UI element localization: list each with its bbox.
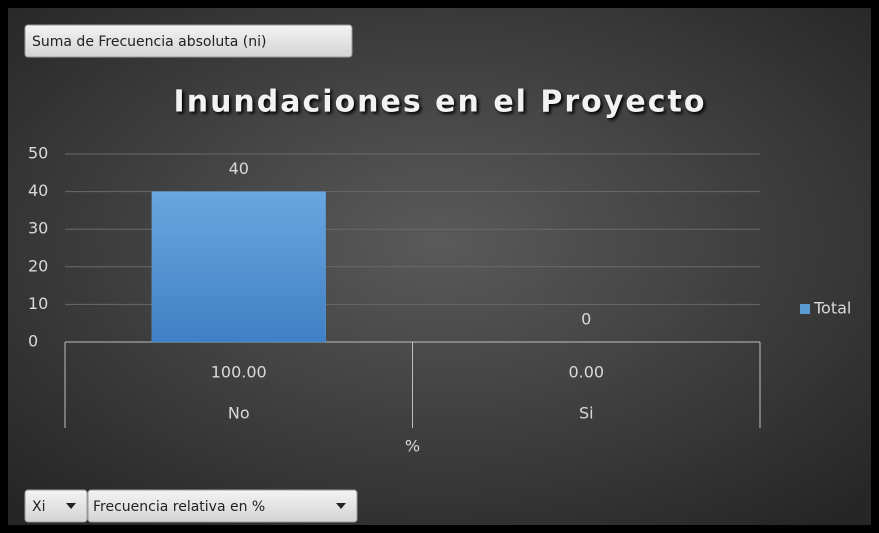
button-label[interactable]: Xi	[32, 499, 45, 515]
button-box[interactable]	[24, 24, 353, 58]
bar	[151, 191, 326, 343]
legend-swatch	[800, 304, 810, 314]
dropdown-arrow[interactable]	[336, 503, 346, 509]
value-field-button[interactable]: Suma de Frecuencia absoluta (ni)	[24, 24, 353, 58]
y-tick-label: 10	[28, 294, 48, 313]
y-tick-label: 20	[28, 256, 48, 275]
button-label[interactable]: Suma de Frecuencia absoluta (ni)	[32, 34, 266, 50]
data-label: 0	[581, 310, 591, 329]
y-tick-label: 0	[28, 332, 38, 351]
x-tick-label: No	[228, 404, 250, 423]
button-box[interactable]	[24, 489, 88, 523]
data-label: 40	[229, 159, 249, 178]
chart-title: Inundaciones en el Proyecto	[174, 85, 707, 120]
y-tick-label: 50	[28, 144, 48, 163]
legend-label: Total	[813, 299, 851, 318]
dropdown-arrow[interactable]	[66, 503, 76, 509]
x-sub-label: 0.00	[568, 363, 604, 382]
axis-field-button[interactable]: Frecuencia relativa en %	[87, 489, 358, 523]
x-tick-label: Si	[579, 404, 594, 423]
x-axis-label: %	[405, 437, 420, 456]
axis-field-button[interactable]: Xi	[24, 489, 88, 523]
button-label[interactable]: Frecuencia relativa en %	[93, 499, 265, 515]
y-tick-label: 30	[28, 219, 48, 238]
x-sub-label: 100.00	[211, 363, 267, 382]
button-box[interactable]	[87, 489, 358, 523]
y-tick-label: 40	[28, 181, 48, 200]
